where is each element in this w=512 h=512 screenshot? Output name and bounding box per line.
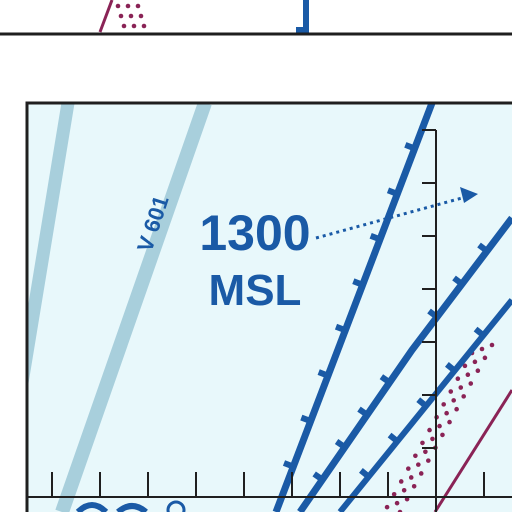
bottom-scale-ticks <box>51 472 485 497</box>
boundary-tick <box>334 323 347 334</box>
boundary-dot <box>141 23 147 29</box>
boundary-dot <box>458 385 464 390</box>
boundary-dot <box>440 432 445 438</box>
boundary-dot <box>397 509 403 512</box>
boundary-dot <box>482 355 488 361</box>
boundary-dot <box>475 368 481 373</box>
boundary-tick <box>357 406 369 418</box>
boundary-dot <box>462 363 468 369</box>
boundary-dot <box>384 504 390 510</box>
boundary-dot <box>420 440 425 446</box>
boundary-dot <box>121 23 127 29</box>
boundary-line <box>433 389 512 512</box>
boundary-tick <box>300 414 312 424</box>
boundary-dot <box>125 3 131 9</box>
class-boundary-line-2 <box>297 215 512 512</box>
boundary-tick <box>387 432 400 444</box>
boundary-dot <box>411 484 417 489</box>
class-boundary-line-1 <box>272 103 436 512</box>
boundary-tick <box>404 142 416 152</box>
cropped-glyph-circle <box>166 500 186 512</box>
boundary-dot <box>401 488 407 493</box>
boundary-dot <box>430 436 435 442</box>
altitude-leader-line <box>315 196 463 240</box>
boundary-dot <box>454 406 459 412</box>
boundary-dot <box>441 402 446 407</box>
boundary-dots <box>384 342 495 512</box>
right-scale-ticks <box>422 129 436 449</box>
boundary-dot <box>489 342 495 348</box>
boundary-dot <box>391 492 397 497</box>
boundary-tick <box>379 374 392 385</box>
boundary-dot <box>461 394 466 399</box>
boundary-dot <box>447 419 452 425</box>
boundary-dot <box>416 462 421 467</box>
boundary-dot <box>444 410 449 416</box>
boundary-tick <box>312 471 325 483</box>
boundary-tick <box>352 278 364 288</box>
altitude-value-label: 1300 <box>199 205 310 261</box>
boundary-dot <box>448 389 454 394</box>
panel-frame <box>25 101 512 512</box>
boundary-dot <box>479 346 485 352</box>
boundary-dot <box>472 359 478 365</box>
boundary-tick <box>282 460 295 470</box>
upper-boundary-dots <box>115 3 147 29</box>
boundary-dot <box>398 479 404 484</box>
boundary-tick <box>359 468 371 479</box>
boundary-tick <box>416 397 428 409</box>
boundary-dot <box>437 423 442 429</box>
boundary-dot <box>413 453 418 459</box>
boundary-dot <box>455 376 461 381</box>
boundary-tick <box>452 275 464 287</box>
altitude-unit-label: MSL <box>209 266 302 315</box>
chart-panel <box>25 101 512 512</box>
boundary-dot <box>427 427 432 433</box>
boundary-dot <box>451 398 456 403</box>
boundary-dot <box>128 13 134 19</box>
boundary-dot <box>468 381 474 386</box>
boundary-tick <box>386 187 399 197</box>
boundary-dot <box>135 3 141 9</box>
boundary-dot <box>138 13 144 19</box>
boundary-dot <box>404 496 410 502</box>
boundary-dot <box>423 449 428 455</box>
boundary-tick <box>317 369 330 379</box>
boundary-dot <box>465 372 471 377</box>
boundary-tick <box>445 362 457 373</box>
boundary-tick <box>473 326 486 338</box>
cropped-glyph-mid <box>116 503 148 512</box>
boundary-dot <box>406 466 411 471</box>
boundary-tick-marks <box>282 142 489 483</box>
boundary-dot <box>115 3 121 9</box>
boundary-dot <box>394 500 400 506</box>
airway-band-v601 <box>55 103 212 512</box>
boundary-dot <box>408 475 414 480</box>
upper-strip <box>0 0 512 36</box>
boundary-dot <box>118 13 124 19</box>
upper-boundary-line <box>98 0 114 33</box>
boundary-tick <box>477 242 489 254</box>
cropped-glyph-left <box>75 502 109 512</box>
arrow-right-icon <box>460 187 478 203</box>
boundary-tick <box>334 439 347 450</box>
boundary-dot <box>131 23 137 29</box>
boundary-tick <box>369 232 382 243</box>
panel-background <box>27 103 512 512</box>
boundary-dot <box>426 458 431 463</box>
upper-lead-line <box>296 0 309 33</box>
boundary-dot <box>418 471 424 476</box>
